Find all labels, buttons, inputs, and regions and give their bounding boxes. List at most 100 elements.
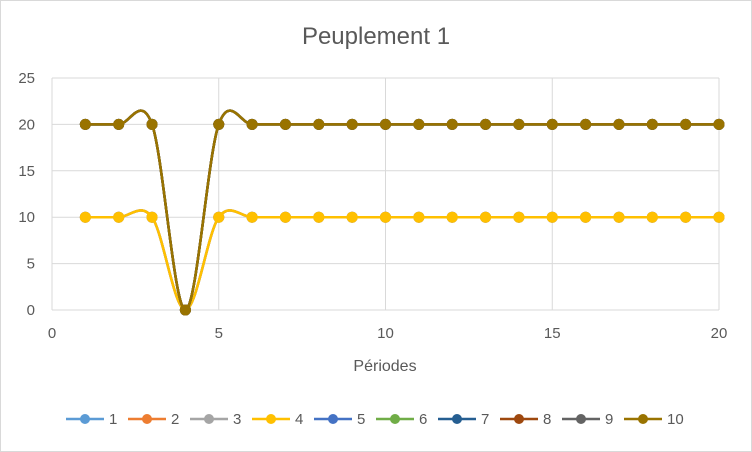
data-point — [146, 118, 158, 130]
x-axis-ticks: 0 5 10 15 20 — [48, 325, 728, 342]
legend-swatch-marker — [576, 414, 586, 424]
data-point — [646, 211, 658, 223]
data-point — [346, 118, 358, 130]
series-line — [85, 109, 719, 312]
gridlines — [51, 77, 720, 311]
y-tick-label: 10 — [18, 209, 35, 226]
series-line — [85, 209, 719, 312]
x-tick-label: 15 — [544, 325, 561, 342]
legend-item-4: 4 — [252, 411, 303, 428]
chart-title: Peuplement 1 — [302, 23, 450, 50]
data-point — [213, 118, 225, 130]
data-point — [146, 211, 158, 223]
series-line — [85, 209, 719, 312]
data-point — [113, 118, 125, 130]
legend-item-2: 2 — [128, 411, 179, 428]
legend-label: 7 — [481, 411, 489, 428]
series-line — [85, 109, 719, 312]
legend-item-10: 10 — [624, 411, 684, 428]
legend-label: 3 — [233, 411, 241, 428]
series-line — [85, 109, 719, 312]
legend-label: 10 — [667, 411, 684, 428]
data-point — [413, 211, 425, 223]
legend-swatch-marker — [328, 414, 338, 424]
series-line — [85, 109, 719, 312]
data-point — [513, 211, 525, 223]
data-point — [513, 118, 525, 130]
x-tick-label: 20 — [711, 325, 728, 342]
data-point — [79, 211, 91, 223]
series-4 — [79, 209, 725, 316]
data-point — [279, 118, 291, 130]
legend-swatch-marker — [266, 414, 276, 424]
data-point — [213, 211, 225, 223]
legend-label: 1 — [109, 411, 117, 428]
data-point — [580, 118, 592, 130]
data-point — [613, 118, 625, 130]
y-tick-label: 0 — [27, 302, 35, 319]
y-tick-label: 5 — [27, 256, 35, 273]
legend-item-9: 9 — [562, 411, 613, 428]
legend-item-6: 6 — [376, 411, 427, 428]
data-point — [646, 118, 658, 130]
legend-swatch-marker — [204, 414, 214, 424]
legend: 1 2 3 4 5 6 7 8 9 10 — [66, 411, 684, 428]
x-tick-label: 5 — [215, 325, 223, 342]
data-point — [480, 211, 492, 223]
series-line — [85, 209, 719, 312]
legend-item-7: 7 — [438, 411, 489, 428]
series-layer — [79, 109, 725, 316]
data-point — [313, 211, 325, 223]
data-point — [680, 211, 692, 223]
data-point — [713, 211, 725, 223]
series-line — [85, 109, 719, 312]
legend-label: 6 — [419, 411, 427, 428]
legend-item-8: 8 — [500, 411, 551, 428]
data-point — [246, 118, 258, 130]
data-point — [380, 118, 391, 130]
x-axis-label: Périodes — [353, 358, 416, 375]
legend-swatch-marker — [638, 414, 648, 424]
legend-label: 4 — [295, 411, 303, 428]
series-line — [85, 109, 719, 312]
data-point — [446, 211, 458, 223]
legend-label: 2 — [171, 411, 179, 428]
legend-label: 8 — [543, 411, 551, 428]
data-point — [113, 211, 125, 223]
data-point — [446, 118, 458, 130]
legend-item-5: 5 — [314, 411, 365, 428]
data-point — [279, 211, 291, 223]
legend-swatch-marker — [514, 414, 524, 424]
legend-item-3: 3 — [190, 411, 241, 428]
y-tick-label: 15 — [18, 163, 35, 180]
x-tick-label: 10 — [377, 325, 394, 342]
legend-label: 5 — [357, 411, 365, 428]
legend-swatch-marker — [142, 414, 152, 424]
data-point — [713, 118, 725, 130]
series-10 — [79, 109, 725, 316]
y-tick-label: 20 — [18, 116, 35, 133]
legend-swatch-marker — [452, 414, 462, 424]
data-point — [313, 118, 325, 130]
data-point — [580, 211, 592, 223]
data-point — [79, 118, 91, 130]
legend-label: 9 — [605, 411, 613, 428]
legend-swatch-marker — [390, 414, 400, 424]
y-tick-label: 25 — [18, 70, 35, 87]
series-line — [85, 209, 719, 312]
data-point — [546, 118, 558, 130]
data-point — [413, 118, 425, 130]
legend-item-1: 1 — [66, 411, 117, 428]
data-point — [680, 118, 692, 130]
data-point — [179, 304, 191, 316]
data-point — [246, 211, 258, 223]
data-point — [480, 118, 492, 130]
x-tick-label: 0 — [48, 325, 56, 342]
legend-swatch-marker — [80, 414, 90, 424]
data-point — [546, 211, 558, 223]
data-point — [613, 211, 625, 223]
data-point — [346, 211, 358, 223]
data-point — [380, 211, 391, 223]
